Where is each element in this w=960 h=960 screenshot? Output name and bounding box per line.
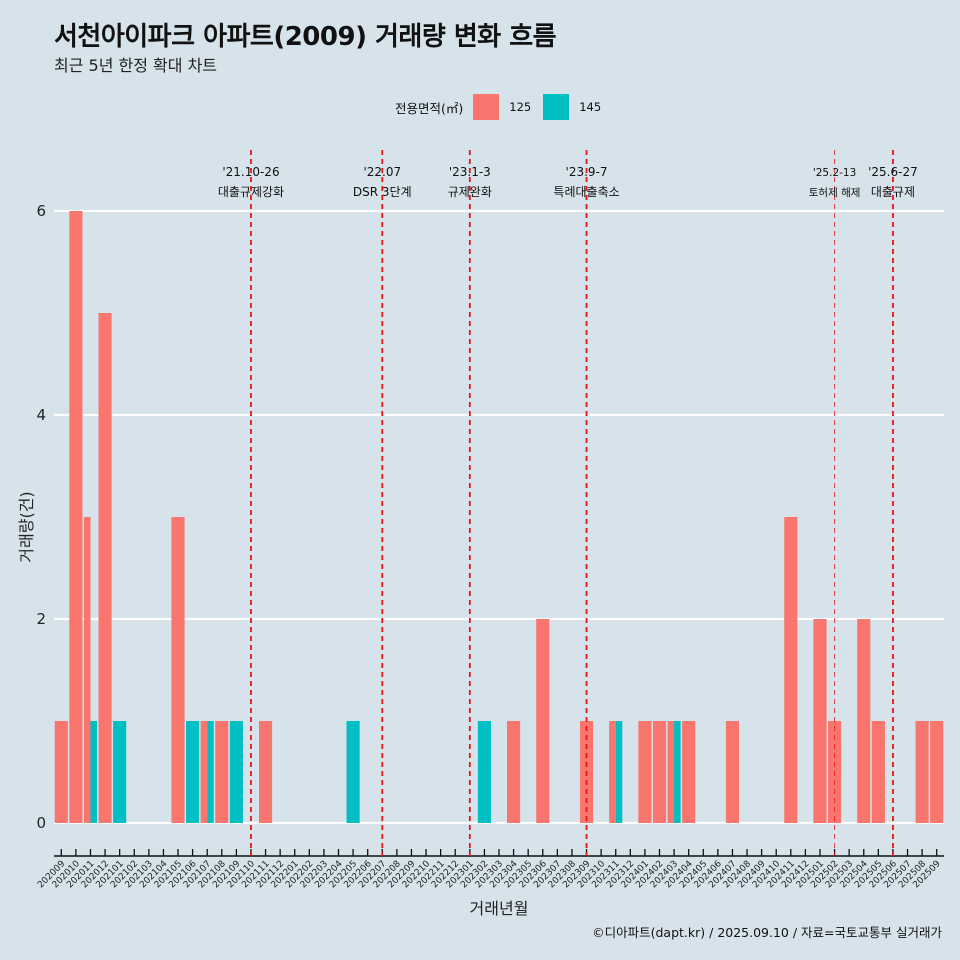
x-axis-title: 거래년월 — [470, 899, 529, 918]
bar-145-202107 — [207, 721, 214, 823]
bar-125-202505 — [871, 721, 885, 823]
bar-125-202010 — [69, 211, 83, 823]
annotation-label: 대출규제 — [871, 185, 915, 199]
annotation-label: 대출규제강화 — [218, 185, 284, 199]
bar-125-202501 — [813, 619, 827, 823]
bar-125-202105 — [171, 517, 185, 823]
legend-swatch-145 — [543, 94, 570, 120]
legend: 전용면적(㎡) 125 145 — [395, 94, 613, 120]
bar-145-202011 — [90, 721, 98, 823]
bar-125-202504 — [857, 619, 871, 823]
bar-125-202401 — [638, 721, 652, 823]
annotation-date: '25.2-13 — [813, 167, 856, 179]
bar-145-202109 — [229, 721, 243, 823]
chart-title: 서천아이파크 아파트(2009) 거래량 변화 흐름 — [54, 22, 557, 52]
legend-label-145: 145 — [579, 100, 602, 114]
bar-125-202407 — [725, 721, 740, 823]
annotation-label: 토허제 해제 — [809, 186, 861, 199]
chart-subtitle: 최근 5년 한정 확대 차트 — [54, 56, 218, 75]
bar-145-202106 — [186, 721, 200, 823]
bar-125-202012 — [98, 313, 112, 823]
annotation-label: DSR 3단계 — [353, 185, 412, 199]
legend-label-125: 125 — [509, 100, 532, 114]
y-tick-label: 2 — [36, 610, 46, 628]
annotation-date: '23.9-7 — [566, 165, 608, 179]
y-tick-label: 0 — [36, 814, 46, 832]
bar-125-202509 — [930, 721, 944, 823]
y-tick-label: 6 — [36, 202, 46, 220]
bar-125-202107 — [200, 721, 208, 823]
annotation-date: '22.07 — [363, 165, 401, 179]
annotation-date: '25.6-27 — [868, 165, 918, 179]
y-tick-label: 4 — [36, 406, 46, 424]
bar-145-202101 — [113, 721, 127, 823]
footer-credit: ©디아파트(dapt.kr) / 2025.09.10 / 자료=국토교통부 실… — [592, 925, 942, 940]
annotation-label: 규제완화 — [448, 185, 492, 199]
bar-125-202304 — [507, 721, 521, 823]
annotation-date: '21.10-26 — [222, 165, 279, 179]
annotation-date: '23.1-3 — [449, 165, 491, 179]
bar-145-202302 — [477, 721, 491, 823]
legend-swatch-125 — [473, 94, 500, 120]
bar-125-202311 — [609, 721, 616, 823]
bar-125-202403 — [667, 721, 675, 823]
bar-125-202011 — [83, 517, 91, 823]
bar-145-202205 — [346, 721, 360, 823]
bar-145-202311 — [615, 721, 623, 823]
bar-125-202508 — [915, 721, 929, 823]
bar-125-202411 — [784, 517, 798, 823]
bar-125-202111 — [258, 721, 273, 823]
y-axis-title: 거래량(건) — [17, 491, 36, 562]
annotation-label: 특례대출축소 — [553, 185, 619, 199]
bar-125-202306 — [536, 619, 550, 823]
bar-125-202108 — [215, 721, 229, 823]
bar-125-202009 — [54, 721, 68, 823]
legend-title: 전용면적(㎡) — [395, 100, 464, 116]
bar-125-202404 — [682, 721, 696, 823]
bar-145-202403 — [674, 721, 681, 823]
bar-125-202402 — [652, 721, 667, 823]
